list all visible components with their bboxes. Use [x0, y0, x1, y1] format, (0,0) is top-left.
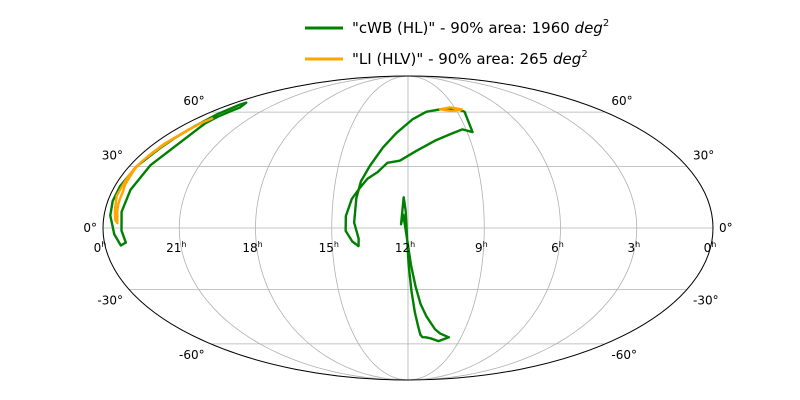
legend: "cWB (HL)" - 90% area: 1960 deg2 "LI (HL… — [305, 18, 609, 68]
dec-tick-label-right: 60° — [611, 94, 632, 108]
li-contour — [438, 106, 464, 113]
ra-tick-label: 18h — [242, 240, 262, 255]
grid-lines — [103, 76, 713, 380]
dec-tick-label-left: -60° — [179, 348, 205, 362]
legend-label-cwb: "cWB (HL)" - 90% area: 1960 deg2 — [352, 18, 609, 37]
cwb-contour — [399, 196, 451, 343]
sky-boundary — [102, 75, 714, 381]
ra-tick-label: 6h — [551, 240, 564, 255]
dec-tick-label-right: -60° — [611, 348, 637, 362]
ra-tick-label: 3h — [627, 240, 640, 255]
ra-tick-label: 0h — [94, 240, 107, 255]
dec-tick-label-right: 0° — [719, 221, 733, 235]
dec-tick-label-left: 60° — [183, 94, 204, 108]
dec-tick-label-right: -30° — [693, 293, 719, 307]
legend-label-li: "LI (HLV)" - 90% area: 265 deg2 — [352, 49, 588, 68]
ra-tick-label: 9h — [475, 240, 488, 255]
ra-tick-label: 12h — [395, 240, 415, 255]
ra-tick-label: 21h — [166, 240, 186, 255]
dec-tick-label-left: -30° — [97, 293, 123, 307]
dec-tick-label-left: 0° — [83, 221, 97, 235]
ra-tick-label: 0h — [704, 240, 717, 255]
contour-series — [109, 101, 474, 343]
dec-tick-label-left: 30° — [102, 149, 123, 163]
dec-tick-label-right: 30° — [693, 149, 714, 163]
cwb-contour — [344, 107, 474, 248]
axis-ticks: 0h 21h 18h 15h 12h 9h 6h 3h 0h 60° 60° 30° 30° 0° 0° -3… — [83, 94, 732, 362]
ra-tick-label: 15h — [319, 240, 339, 255]
li-contour — [113, 117, 214, 225]
